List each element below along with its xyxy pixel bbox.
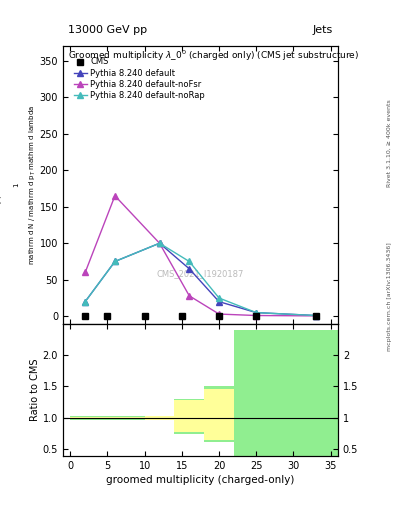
CMS [105,313,110,319]
CMS [142,313,147,319]
Text: Jets: Jets [312,25,332,35]
Pythia 8.240 default-noRap [313,312,318,318]
Legend: CMS, Pythia 8.240 default, Pythia 8.240 default-noFsr, Pythia 8.240 default-noRa: CMS, Pythia 8.240 default, Pythia 8.240 … [73,56,206,101]
CMS [180,313,184,319]
Pythia 8.240 default-noRap [112,259,117,265]
Line: Pythia 8.240 default: Pythia 8.240 default [83,241,318,318]
Pythia 8.240 default-noFsr [217,311,221,317]
Text: mcplots.cern.ch [arXiv:1306.3436]: mcplots.cern.ch [arXiv:1306.3436] [387,243,391,351]
Pythia 8.240 default-noRap [187,259,192,265]
Pythia 8.240 default-noFsr [157,240,162,246]
CMS [254,313,259,319]
Pythia 8.240 default [217,298,221,305]
Pythia 8.240 default-noRap [157,240,162,246]
Pythia 8.240 default-noRap [254,310,259,316]
Pythia 8.240 default [254,310,259,316]
Text: CMS_2021_I1920187: CMS_2021_I1920187 [157,269,244,278]
Text: Groomed multiplicity $\lambda\_0^0$ (charged only) (CMS jet substructure): Groomed multiplicity $\lambda\_0^0$ (cha… [68,49,360,63]
X-axis label: groomed multiplicity (charged-only): groomed multiplicity (charged-only) [106,475,295,485]
Text: Rivet 3.1.10, ≥ 400k events: Rivet 3.1.10, ≥ 400k events [387,99,391,187]
CMS [313,313,318,319]
Pythia 8.240 default [83,298,88,305]
Pythia 8.240 default-noFsr [254,312,259,318]
Line: Pythia 8.240 default-noFsr: Pythia 8.240 default-noFsr [83,193,318,318]
Pythia 8.240 default-noFsr [313,313,318,319]
Pythia 8.240 default-noFsr [112,193,117,199]
Pythia 8.240 default-noFsr [187,293,192,299]
CMS [83,313,88,319]
Line: Pythia 8.240 default-noRap: Pythia 8.240 default-noRap [83,241,318,318]
Pythia 8.240 default [313,312,318,318]
Pythia 8.240 default-noFsr [83,269,88,275]
Pythia 8.240 default-noRap [83,298,88,305]
Pythia 8.240 default [187,266,192,272]
Pythia 8.240 default [112,259,117,265]
Pythia 8.240 default [157,240,162,246]
Y-axis label: Ratio to CMS: Ratio to CMS [30,358,40,421]
Text: 13000 GeV pp: 13000 GeV pp [68,25,147,35]
Y-axis label: mathrm d$^2$N
mathrm d p$_T$ mathrm d lambda

1

mathrm d N / mathrm d p$_T$ mat: mathrm d$^2$N mathrm d p$_T$ mathrm d la… [0,105,38,265]
Line: CMS: CMS [82,313,319,319]
Pythia 8.240 default-noRap [217,295,221,301]
CMS [217,313,221,319]
